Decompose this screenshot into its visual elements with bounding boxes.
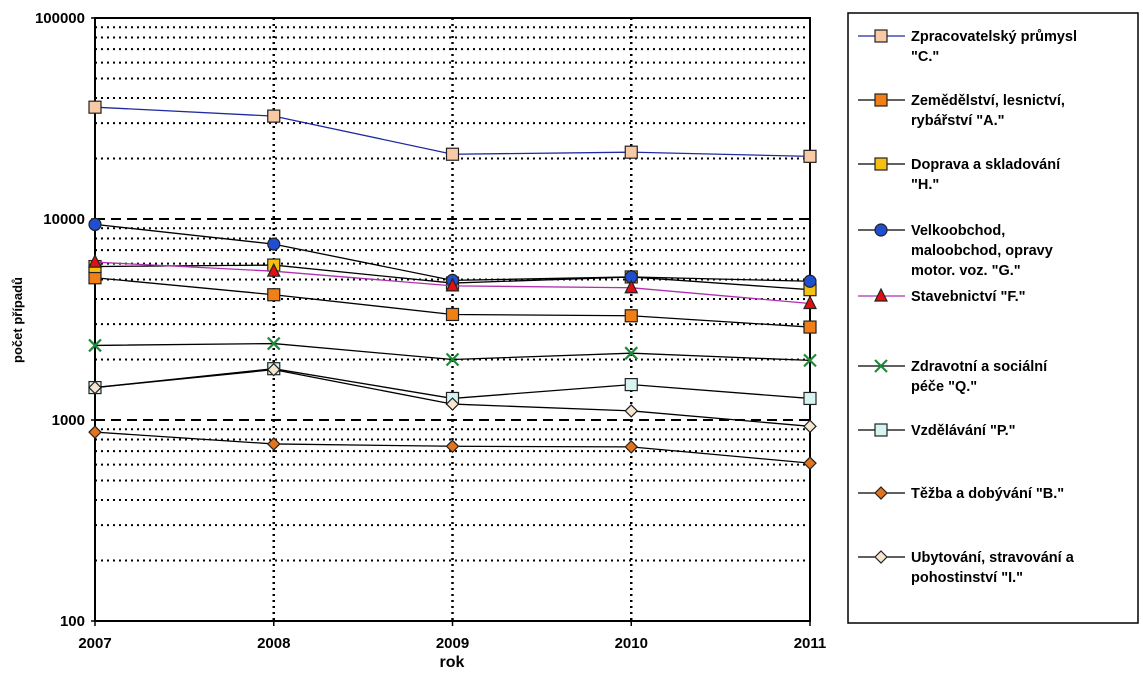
legend-marker <box>874 223 888 237</box>
legend-marker <box>874 486 888 500</box>
legend-entry: Zdravotní a sociální péče "Q." <box>858 359 1048 395</box>
data-point <box>445 277 460 292</box>
series-5 <box>88 253 817 310</box>
series-layer <box>88 100 817 470</box>
legend-label: motor. voz. "G." <box>911 263 1021 279</box>
series-9 <box>88 362 817 434</box>
data-point <box>624 309 638 323</box>
legend-label: "H." <box>911 177 939 193</box>
data-point <box>803 295 817 310</box>
data-point <box>88 217 102 232</box>
legend-entry: Vzdělávání "P." <box>858 423 1016 439</box>
legend-label: Doprava a skladování <box>911 157 1061 173</box>
data-point <box>88 380 102 395</box>
legend-label: rybářství "A." <box>911 113 1005 129</box>
data-point <box>445 147 460 161</box>
data-point <box>445 397 460 411</box>
y-tick-label: 100 <box>60 613 85 630</box>
legend-marker <box>874 287 888 302</box>
data-point <box>445 439 460 454</box>
legend-entry: Zpracovatelský průmysl "C." <box>858 29 1077 65</box>
data-point <box>88 253 102 268</box>
legend-label: Těžba a dobývání "B." <box>911 486 1064 502</box>
grid <box>95 18 810 621</box>
series-line <box>94 342 811 362</box>
data-point <box>803 274 817 288</box>
y-axis-title: počet případů <box>10 277 25 363</box>
legend-label: Zdravotní a sociální <box>911 359 1048 375</box>
data-point <box>803 419 817 434</box>
data-point <box>266 362 281 377</box>
x-tick-label: 2008 <box>257 635 290 652</box>
legend-entry: Stavebnictví "F." <box>858 287 1025 305</box>
x-tick-label: 2009 <box>436 635 469 652</box>
legend-label: Zemědělství, lesnictví, <box>911 93 1065 109</box>
series-1 <box>88 100 817 163</box>
x-tick-label: 2011 <box>794 635 827 652</box>
legend-label: maloobchod, opravy <box>911 243 1053 259</box>
data-point <box>445 352 460 367</box>
legend-label: Ubytování, stravování a <box>911 550 1075 566</box>
y-axis-ticks: 100 1000 10000 100000 <box>35 10 95 630</box>
legend-label: pohostinství "I." <box>911 570 1023 586</box>
legend-entry: Velkoobchod, maloobchod, opravy motor. voz… <box>858 223 1053 279</box>
data-point <box>88 100 102 114</box>
data-point <box>803 149 817 163</box>
legend-label: péče "Q." <box>911 379 977 395</box>
legend-marker <box>874 157 888 171</box>
legend-frame <box>847 12 1139 624</box>
data-point <box>803 456 817 470</box>
x-axis-title: rok <box>440 654 465 671</box>
data-point <box>624 346 639 360</box>
legend-marker <box>874 93 888 107</box>
legend-marker <box>874 29 888 43</box>
data-point <box>88 271 102 285</box>
legend-entry: Ubytování, stravování a pohostinství "I." <box>858 550 1075 586</box>
legend-label: Vzdělávání "P." <box>911 423 1016 439</box>
data-point <box>445 307 460 322</box>
x-axis-ticks: 2007 2008 2009 2010 2011 <box>78 621 826 652</box>
data-point <box>624 145 638 159</box>
legend-label: "C." <box>911 49 939 65</box>
legend-entry: Doprava a skladování "H." <box>858 157 1061 193</box>
data-point <box>624 279 639 294</box>
series-8 <box>88 425 817 470</box>
data-point <box>267 237 281 251</box>
legend-entry: Těžba a dobývání "B." <box>858 486 1064 502</box>
data-point <box>267 288 281 302</box>
legend-marker <box>874 359 888 373</box>
y-tick-label: 100000 <box>35 10 85 27</box>
data-point <box>624 404 639 418</box>
y-tick-label: 1000 <box>52 412 85 429</box>
legend-label: Stavebnictví "F." <box>911 289 1025 305</box>
legend-entry: Zemědělství, lesnictví, rybářství "A." <box>858 93 1065 129</box>
legend-marker <box>874 550 888 564</box>
x-tick-label: 2010 <box>615 635 648 652</box>
data-point <box>624 378 638 392</box>
data-point <box>624 440 639 454</box>
data-point <box>803 320 817 334</box>
series-2 <box>88 271 817 334</box>
data-point <box>266 437 281 451</box>
data-point <box>88 338 102 353</box>
legend: Zpracovatelský průmysl "C." Zemědělství, l… <box>858 29 1077 586</box>
y-tick-label: 10000 <box>43 211 85 228</box>
data-point <box>88 425 102 440</box>
series-6 <box>88 336 817 368</box>
data-point <box>267 109 281 123</box>
data-point <box>803 353 817 368</box>
data-point <box>266 262 281 277</box>
data-point <box>266 336 281 351</box>
data-point <box>803 391 817 406</box>
legend-label: Zpracovatelský průmysl <box>911 29 1077 45</box>
x-tick-label: 2007 <box>78 635 111 652</box>
legend-label: Velkoobchod, <box>911 223 1005 239</box>
legend-marker <box>874 423 888 437</box>
